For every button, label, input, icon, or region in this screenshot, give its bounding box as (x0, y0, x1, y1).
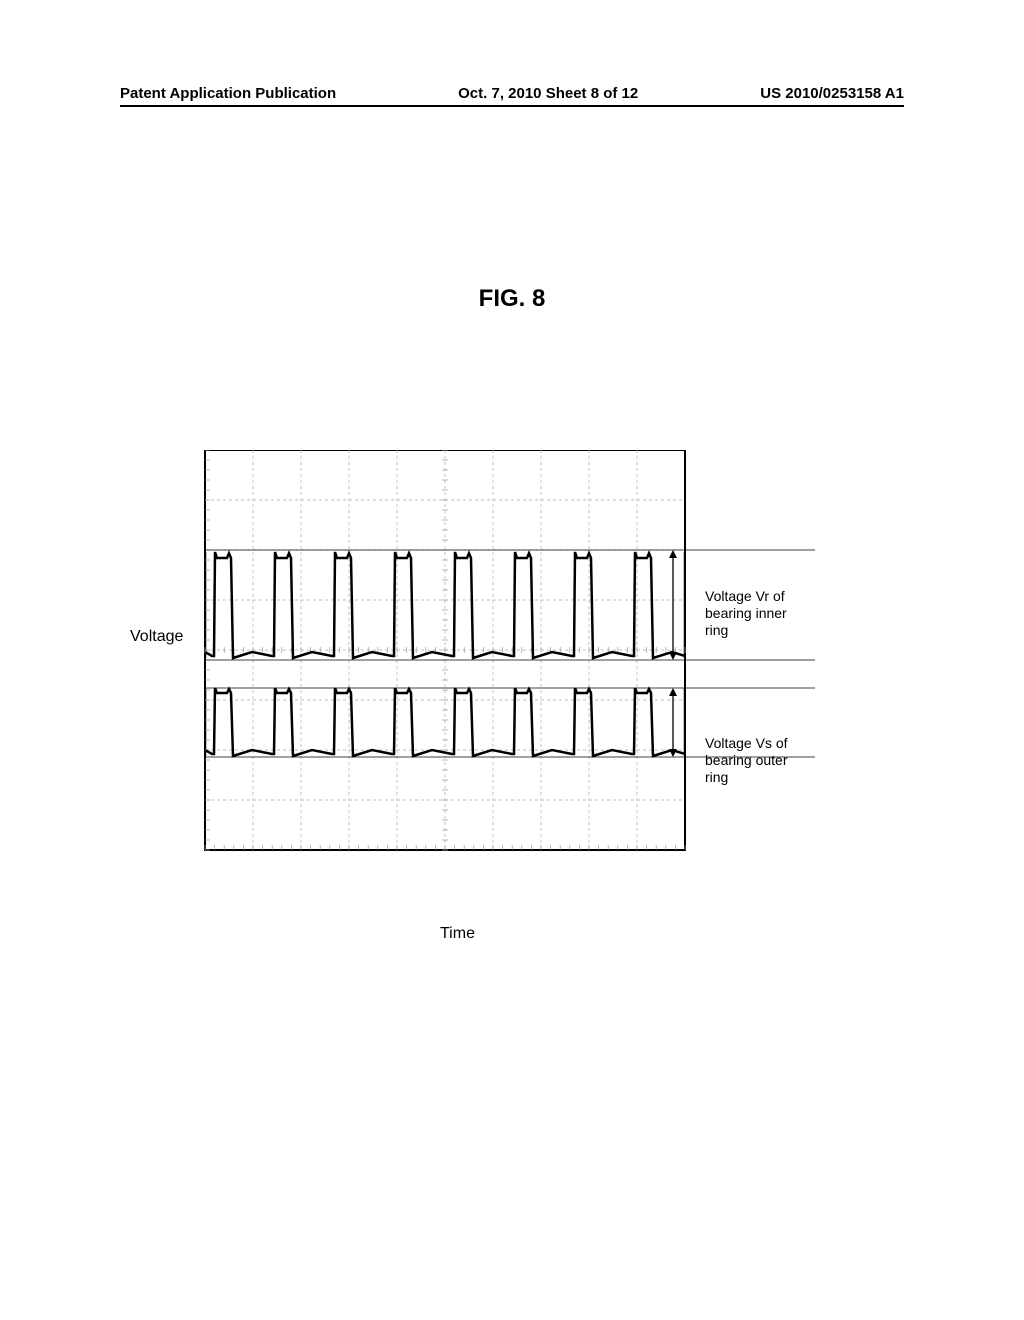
header-center: Oct. 7, 2010 Sheet 8 of 12 (458, 85, 638, 102)
header-divider (120, 105, 904, 107)
x-axis-label: Time (440, 925, 475, 943)
header-right: US 2010/0253158 A1 (760, 85, 904, 102)
figure-label: FIG. 8 (479, 285, 546, 313)
annotation-vs: Voltage Vs ofbearing outerring (705, 735, 788, 785)
oscilloscope-chart (130, 450, 890, 890)
annotation-vr: Voltage Vr ofbearing innerring (705, 588, 787, 638)
header-left: Patent Application Publication (120, 85, 336, 102)
plot-svg (130, 450, 890, 890)
